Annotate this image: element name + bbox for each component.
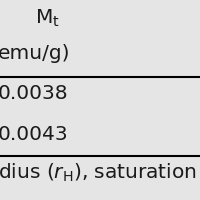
Text: M$_\mathregular{t}$: M$_\mathregular{t}$	[35, 8, 60, 29]
Text: 0.0038: 0.0038	[0, 84, 69, 103]
Text: 0.0043: 0.0043	[0, 125, 69, 144]
Text: dius ($r_\mathregular{H}$), saturation: dius ($r_\mathregular{H}$), saturation	[0, 162, 197, 184]
Text: emu/g): emu/g)	[0, 44, 70, 63]
